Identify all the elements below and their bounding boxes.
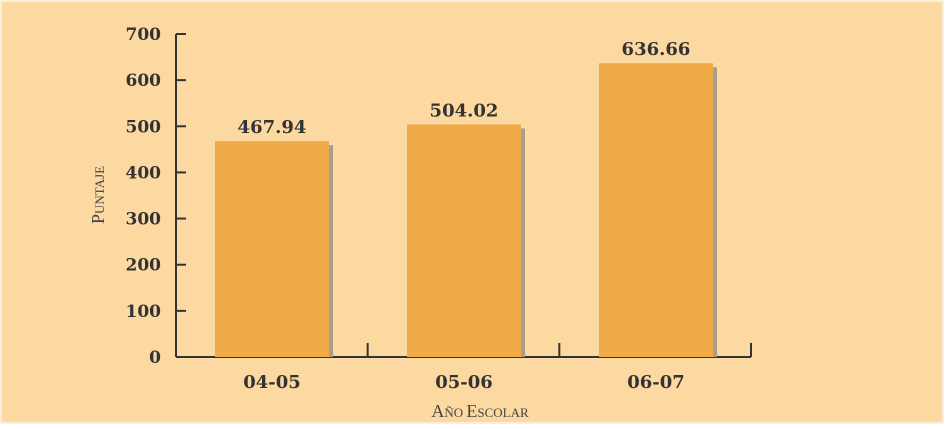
y-tick-label: 500 xyxy=(126,117,162,137)
y-tick-label: 700 xyxy=(126,25,162,45)
y-tick-label: 600 xyxy=(126,71,162,91)
x-tick-label: 06-07 xyxy=(627,372,685,393)
x-axis-title: AÑO ESCOLAR xyxy=(431,401,529,421)
bar-05-06 xyxy=(407,124,521,357)
bars: 467.94 504.02 636.66 xyxy=(215,39,717,358)
y-tick-label: 300 xyxy=(126,210,162,230)
y-axis-title: PUNTAJE xyxy=(88,166,108,224)
y-tick-label: 0 xyxy=(149,348,161,368)
bar-06-07 xyxy=(599,63,713,357)
y-axis: 0 100 200 300 400 500 600 700 xyxy=(126,25,186,368)
data-label: 636.66 xyxy=(622,39,691,60)
x-tick-label: 05-06 xyxy=(435,372,493,393)
x-tick-label: 04-05 xyxy=(243,372,301,393)
data-label: 467.94 xyxy=(238,117,307,138)
y-tick-label: 400 xyxy=(126,163,162,183)
data-label: 504.02 xyxy=(430,100,499,121)
y-tick-label: 100 xyxy=(126,302,162,322)
bar-04-05 xyxy=(215,141,329,357)
y-tick-label: 200 xyxy=(126,256,162,276)
